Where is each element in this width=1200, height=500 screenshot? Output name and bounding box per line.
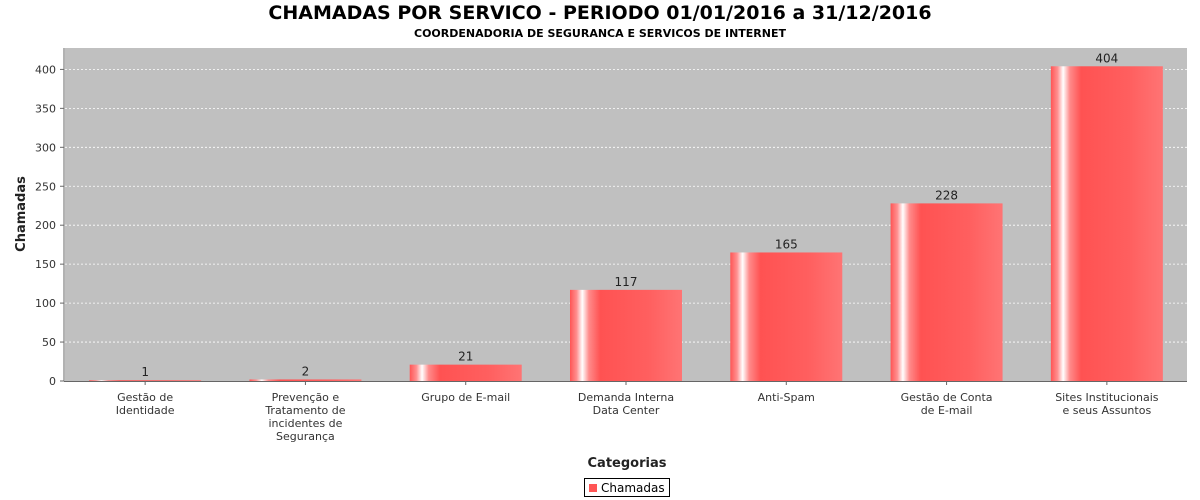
bar <box>249 379 362 381</box>
y-tick-label: 300 <box>35 141 56 154</box>
x-axis: Gestão de Identidade Prevenção e Tratamento… <box>64 381 1187 443</box>
legend: Chamadas <box>584 478 670 497</box>
data-label: 404 <box>1095 51 1118 65</box>
x-tick-label: Anti-Spam <box>758 391 815 404</box>
y-axis: 0 50 100 150 200 250 300 350 400 <box>35 48 65 388</box>
bar <box>570 289 682 381</box>
bars: 1 2 21 117 165 228 404 <box>89 51 1163 382</box>
bar <box>890 203 1003 381</box>
data-label: 21 <box>458 350 473 364</box>
x-tick-label: Grupo de E-mail <box>421 391 510 404</box>
y-tick-label: 0 <box>49 375 56 388</box>
y-tick-label: 100 <box>35 297 56 310</box>
x-axis-label: Categorias <box>588 456 667 471</box>
x-tick-label: Prevenção e Tratamento de incidentes de Seg… <box>264 391 345 443</box>
x-tick-label: Gestão de Identidade <box>116 391 175 417</box>
x-tick-label: Sites Institucionais e seus Assuntos <box>1055 391 1159 417</box>
data-label: 2 <box>302 364 310 378</box>
data-label: 1 <box>141 365 149 379</box>
legend-label: Chamadas <box>601 480 665 495</box>
chart-subtitle: COORDENADORIA DE SEGURANCA E SERVICOS DE… <box>414 27 786 40</box>
y-axis-label: Chamadas <box>14 176 29 252</box>
bar <box>409 364 522 381</box>
bar <box>89 380 202 382</box>
y-tick-label: 350 <box>35 102 56 115</box>
legend-swatch <box>589 483 597 492</box>
x-tick-label: Demanda Interna Data Center <box>578 391 674 417</box>
y-tick-label: 50 <box>42 336 56 349</box>
chart-title: CHAMADAS POR SERVICO - PERIODO 01/01/201… <box>268 2 932 24</box>
x-tick-label: Gestão de Conta de E-mail <box>901 391 993 417</box>
y-tick-label: 400 <box>35 63 56 76</box>
y-tick-label: 150 <box>35 258 56 271</box>
data-label: 165 <box>775 237 798 251</box>
bar <box>730 252 843 381</box>
data-label: 228 <box>935 188 958 202</box>
data-label: 117 <box>615 275 638 289</box>
y-tick-label: 200 <box>35 219 56 232</box>
bar <box>1050 66 1163 381</box>
y-tick-label: 250 <box>35 180 56 193</box>
